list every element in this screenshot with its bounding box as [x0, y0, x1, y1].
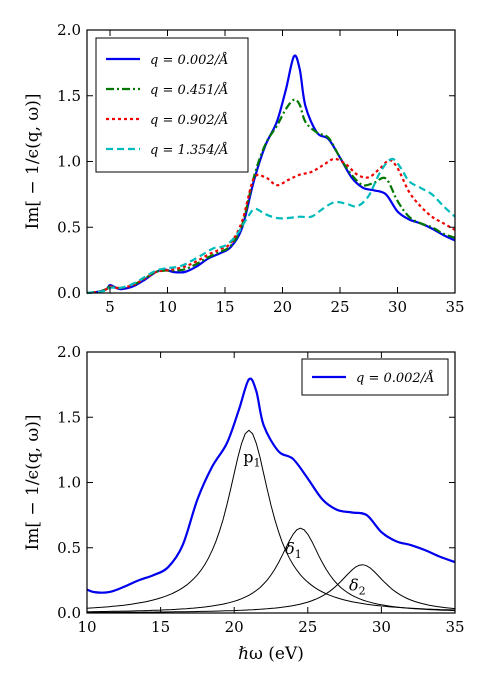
top-series-lines [86, 54, 456, 295]
bottom-y-axis-label: Im[ − 1/ϵ(q, ω)] [23, 414, 43, 550]
legend-label: q = 0.451/Å [150, 82, 228, 98]
peak-label: p1 [243, 447, 260, 469]
component-curve [87, 527, 456, 613]
x-tick-label: 5 [105, 298, 115, 316]
bottom-panel: 10 15 20 25 30 35 0.0 0.5 1.0 1.5 2.0 Im[ − 1/ϵ(q,… [23, 343, 465, 664]
series-line [86, 377, 456, 594]
bottom-series-lines [86, 377, 456, 594]
legend-label: q = 1.354/Å [150, 142, 228, 158]
peak-label: δ2 [349, 576, 366, 598]
x-tick-label: 20 [273, 298, 292, 316]
y-tick-label: 0.5 [57, 539, 81, 557]
legend-label: q = 0.002/Å [356, 370, 434, 386]
top-legend: q = 0.002/Å q = 0.451/Å q = 0.902/Å q = 1.3… [95, 37, 249, 173]
x-tick-label: 10 [77, 618, 96, 636]
component-curve [86, 429, 456, 611]
y-tick-label: 0.5 [57, 218, 81, 236]
y-tick-label: 1.0 [57, 474, 81, 492]
y-tick-label: 2.0 [57, 21, 81, 39]
x-tick-label: 20 [225, 618, 244, 636]
legend-label: q = 0.902/Å [150, 112, 228, 128]
series-line [86, 157, 456, 295]
legend-label: q = 0.002/Å [150, 52, 228, 68]
y-tick-label: 0.0 [57, 284, 81, 302]
peak-label: δ1 [285, 539, 302, 561]
bottom-ticks: 10 15 20 25 30 35 0.0 0.5 1.0 1.5 2.0 [57, 343, 464, 636]
y-tick-label: 1.5 [57, 87, 81, 105]
top-y-axis-label: Im[ − 1/ϵ(q, ω)] [23, 93, 43, 229]
y-tick-label: 0.0 [57, 604, 81, 622]
x-tick-label: 10 [158, 298, 177, 316]
bottom-component-curves [86, 429, 456, 613]
x-tick-label: 35 [445, 618, 464, 636]
bottom-legend: q = 0.002/Å [301, 358, 449, 396]
x-tick-label: 25 [330, 298, 349, 316]
x-tick-label: 15 [151, 618, 170, 636]
top-panel: 5 10 15 20 25 30 35 0.0 0.5 1.0 1.5 2.0 Im[ − 1/ϵ(q… [23, 21, 465, 316]
bottom-x-axis-label: ℏω (eV) [238, 644, 304, 664]
y-tick-label: 2.0 [57, 343, 81, 361]
component-curve [86, 564, 456, 613]
x-tick-label: 25 [298, 618, 317, 636]
x-tick-label: 15 [215, 298, 234, 316]
x-tick-label: 35 [445, 298, 464, 316]
x-tick-label: 30 [388, 298, 407, 316]
y-tick-label: 1.0 [57, 153, 81, 171]
bottom-peak-annotations: p1 δ1 δ2 [243, 447, 365, 597]
series-line [86, 157, 456, 295]
series-line [86, 98, 456, 295]
top-ticks: 5 10 15 20 25 30 35 0.0 0.5 1.0 1.5 2.0 [57, 21, 464, 316]
y-tick-label: 1.5 [57, 408, 81, 426]
x-tick-label: 30 [372, 618, 391, 636]
